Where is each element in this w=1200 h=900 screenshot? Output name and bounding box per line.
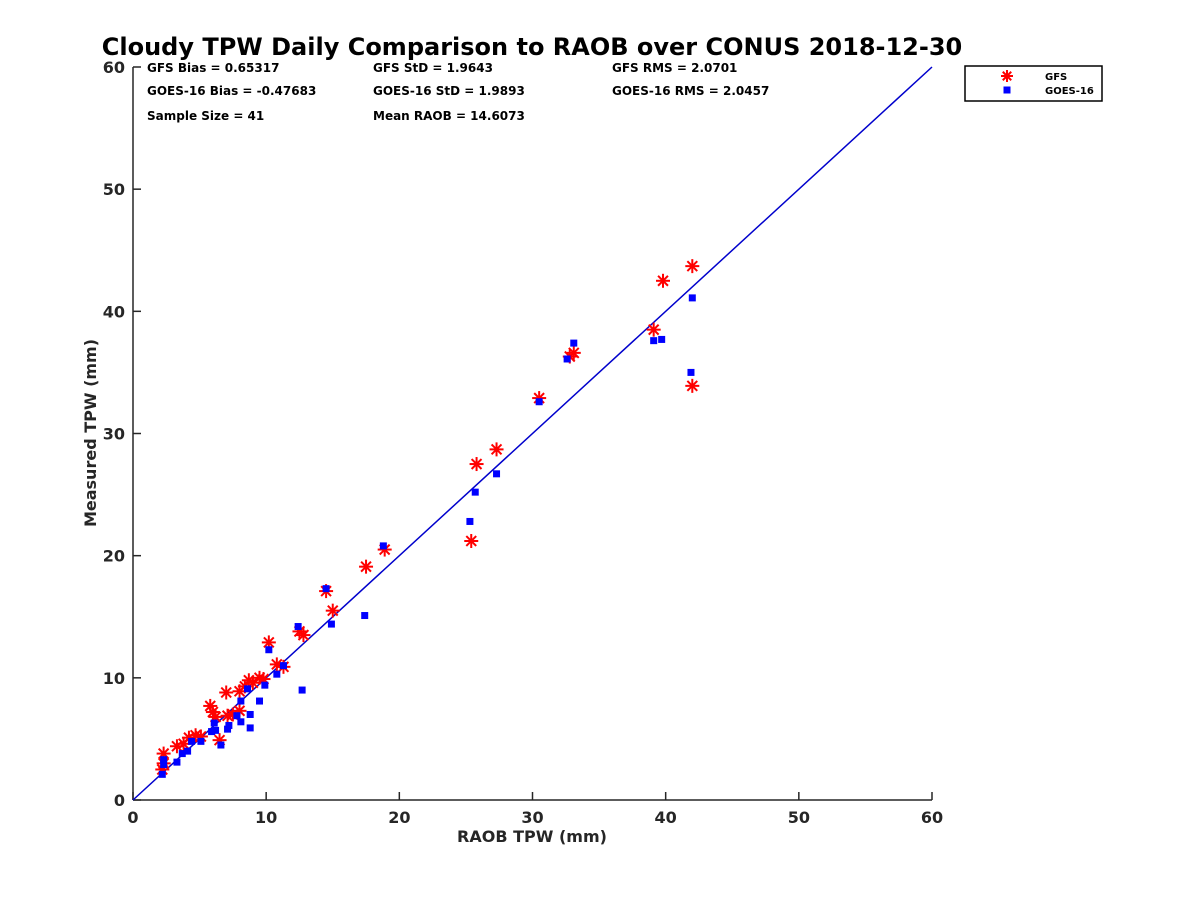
series-gfs [155,259,700,777]
gfs-point [325,603,340,618]
goes16-point [650,337,658,345]
stat-label: GFS Bias = 0.65317 [147,61,279,75]
goes16-point [322,585,330,593]
stats-block: GFS Bias = 0.65317 GFS StD = 1.9643 GFS RM… [147,61,769,123]
goes16-point [160,756,168,764]
gfs-point [359,559,374,574]
x-tick-label: 40 [655,808,677,827]
goes16-point [273,670,281,678]
x-tick-label: 10 [255,808,277,827]
gfs-point [685,378,700,393]
goes16-point [493,470,501,478]
goes16-point [224,725,232,733]
goes16-point [188,737,196,745]
legend-marker-gfs [1001,70,1013,82]
goes16-point [237,697,245,705]
goes16-point [265,646,273,654]
goes16-point [658,335,666,343]
gfs-point [469,457,484,472]
series-goes-16 [158,294,696,778]
gfs-point [646,322,661,337]
y-tick-label: 0 [114,791,125,810]
goes16-point [298,686,306,694]
y-tick-label: 60 [103,58,125,77]
goes16-point [535,398,543,406]
y-axis-label: Measured TPW (mm) [81,339,100,527]
goes16-point [197,737,205,745]
x-tick-label: 30 [521,808,543,827]
stat-label: GFS RMS = 2.0701 [612,61,737,75]
y-tick-label: 10 [103,669,125,688]
x-axis-label: RAOB TPW (mm) [457,827,607,846]
gfs-point [489,442,504,457]
gfs-point [220,708,235,723]
one-to-one-reference-line [132,66,933,801]
gfs-point [685,259,700,274]
legend-entry: GOES-16 [1045,86,1094,97]
goes16-point [570,339,578,347]
goes16-point [471,488,479,496]
series-layer [155,259,700,778]
goes16-point [246,710,254,718]
goes16-point [361,612,369,620]
stat-label: GOES-16 RMS = 2.0457 [612,84,769,98]
y-tick-label: 20 [103,547,125,566]
legend-marker-goes16 [1003,86,1011,94]
y-tick-label: 30 [103,425,125,444]
goes16-point [379,542,387,550]
goes16-point [225,721,233,729]
y-tick-label: 40 [103,302,125,321]
goes16-point [688,294,696,302]
stat-label: GOES-16 StD = 1.9893 [373,84,525,98]
ticks: 0 10 20 30 40 50 60 0 10 20 30 40 50 60 [103,58,943,827]
goes16-point [327,620,335,628]
goes16-point [158,770,166,778]
goes16-point [217,741,225,749]
gfs-point [219,685,234,700]
goes16-point [246,724,254,732]
stat-label: GOES-16 Bias = -0.47683 [147,84,316,98]
x-tick-label: 0 [127,808,138,827]
goes16-point [212,726,220,734]
goes16-point [279,662,287,670]
goes16-point [244,685,252,693]
y-tick-label: 50 [103,180,125,199]
x-tick-label: 20 [388,808,410,827]
gfs-point [656,273,671,288]
gfs-point [296,628,311,643]
goes16-point [208,728,216,736]
goes16-point [687,368,695,376]
goes16-point [563,355,571,363]
chart-title: Cloudy TPW Daily Comparison to RAOB over… [102,33,962,61]
x-tick-label: 60 [921,808,943,827]
goes16-point [256,697,264,705]
gfs-point [464,534,479,549]
goes16-point [466,517,474,525]
goes16-point [173,758,181,766]
legend-box [964,65,1103,102]
goes16-point [294,623,302,631]
goes16-point [160,761,168,769]
goes16-point [178,750,186,758]
stat-label: Sample Size = 41 [147,109,264,123]
stat-label: GFS StD = 1.9643 [373,61,493,75]
x-tick-label: 50 [788,808,810,827]
goes16-point [261,681,269,689]
legend: GFS GOES-16 [964,65,1103,102]
goes16-point [210,719,218,727]
goes16-point [233,712,241,720]
goes16-point [184,747,192,755]
legend-entry: GFS [1045,72,1067,83]
stat-label: Mean RAOB = 14.6073 [373,109,525,123]
goes16-point [237,718,245,726]
